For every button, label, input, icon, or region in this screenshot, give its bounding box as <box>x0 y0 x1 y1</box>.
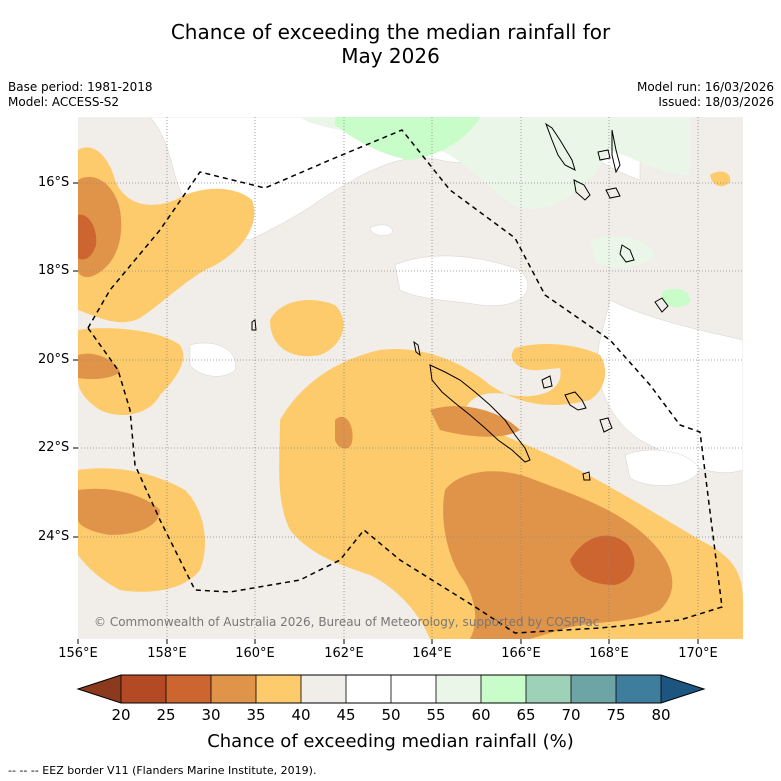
meta-right: Model run: 16/03/2026 Issued: 18/03/2026 <box>637 80 774 110</box>
y-tick-18S: 18°S <box>38 263 70 278</box>
x-tick-168E: 168°E <box>589 646 629 661</box>
colorbar-tick-30: 30 <box>201 706 221 724</box>
green-spot <box>662 288 691 308</box>
model-name: Model: ACCESS-S2 <box>8 95 120 109</box>
coastlines <box>251 122 669 481</box>
colorbar-seg-45-50 <box>346 675 391 703</box>
meta-left: Base period: 1981-2018 Model: ACCESS-S2 <box>8 80 153 110</box>
x-tick-170E: 170°E <box>678 646 718 661</box>
eez-border <box>87 129 723 634</box>
colorbar-tick-25: 25 <box>156 706 176 724</box>
colorbar-tick-45: 45 <box>336 706 356 724</box>
island-south <box>582 471 591 481</box>
loyalty-island-3 <box>541 375 553 389</box>
axis-ticks <box>73 182 699 644</box>
class-55-65 <box>300 117 691 308</box>
colorbar-tick-75: 75 <box>606 706 626 724</box>
green-region-60-65 <box>335 117 480 160</box>
colorbar-tick-20: 20 <box>111 706 131 724</box>
loyalty-island-1 <box>564 391 587 411</box>
colorbar-seg-30-35 <box>211 675 256 703</box>
new-caledonia-outline <box>429 364 531 463</box>
x-tick-164E: 164°E <box>412 646 452 661</box>
rainfall-map <box>78 117 743 639</box>
brown-spot-west <box>78 214 97 260</box>
x-tick-158E: 158°E <box>147 646 187 661</box>
colorbar-tick-65: 65 <box>516 706 536 724</box>
colorbar-tick-35: 35 <box>246 706 266 724</box>
y-tick-16S: 16°S <box>38 175 70 190</box>
white-region-center <box>394 255 528 307</box>
vanuatu-island-6 <box>619 244 635 263</box>
green-region-vanuatu <box>590 236 655 268</box>
colorbar-extend-low <box>78 675 121 703</box>
colorbar-tick-50: 50 <box>381 706 401 724</box>
vanuatu-island-3 <box>611 129 621 174</box>
base-period: Base period: 1981-2018 <box>8 80 153 94</box>
vanuatu-island-2 <box>597 149 611 161</box>
copyright-notice: © Commonwealth of Australia 2026, Bureau… <box>94 615 600 629</box>
orange-spot-east <box>710 171 731 187</box>
issued-date: Issued: 18/03/2026 <box>658 95 774 109</box>
eez-footnote: -- -- -- EEZ border V11 (Flanders Marine… <box>8 764 317 777</box>
x-tick-162E: 162°E <box>324 646 364 661</box>
vanuatu-island-7 <box>654 297 669 313</box>
model-run: Model run: 16/03/2026 <box>636 80 774 94</box>
x-tick-166E: 166°E <box>501 646 541 661</box>
colorbar-seg-35-40 <box>256 675 301 703</box>
colorbar-tick-40: 40 <box>291 706 311 724</box>
colorbar-seg-60-65 <box>481 675 526 703</box>
orange-region-center-north <box>270 300 344 357</box>
colorbar-seg-25-30 <box>166 675 211 703</box>
colorbar-seg-20-25 <box>121 675 166 703</box>
colorbar-seg-70-75 <box>571 675 616 703</box>
green-region-north <box>300 117 690 210</box>
white-region-west <box>189 342 236 377</box>
colorbar <box>76 674 706 704</box>
vanuatu-island-4 <box>573 179 591 201</box>
white-region-southeast <box>624 449 701 486</box>
x-tick-156E: 156°E <box>58 646 98 661</box>
colorbar-seg-50-55 <box>391 675 436 703</box>
dark-orange-region-west-south <box>78 488 160 535</box>
colorbar-extend-high <box>661 675 704 703</box>
map-title-line1: Chance of exceeding the median rainfall … <box>170 20 611 44</box>
colorbar-tick-60: 60 <box>471 706 491 724</box>
colorbar-title: Chance of exceeding median rainfall (%) <box>207 731 574 752</box>
colorbar-seg-55-60 <box>436 675 481 703</box>
y-tick-22S: 22°S <box>38 440 70 455</box>
colorbar-tick-80: 80 <box>651 706 671 724</box>
colorbar-tick-55: 55 <box>426 706 446 724</box>
dark-orange-region-west-mid <box>78 353 120 380</box>
vanuatu-island-5 <box>605 187 621 199</box>
orange-region-west-north <box>78 147 255 323</box>
map-title-line2: May 2026 <box>341 44 440 68</box>
class-25-30 <box>78 214 635 585</box>
y-tick-24S: 24°S <box>38 529 70 544</box>
dark-orange-region-south <box>443 471 673 639</box>
loyalty-island-2 <box>599 417 613 433</box>
brown-region-southeast <box>570 535 635 585</box>
colorbar-tick-70: 70 <box>561 706 581 724</box>
x-tick-160E: 160°E <box>235 646 275 661</box>
colorbar-seg-75-80 <box>616 675 661 703</box>
colorbar-seg-40-45 <box>301 675 346 703</box>
y-tick-20S: 20°S <box>38 352 70 367</box>
colorbar-seg-65-70 <box>526 675 571 703</box>
chesterfield-island <box>413 340 421 357</box>
island-west <box>251 319 257 331</box>
white-spot <box>369 224 393 236</box>
vanuatu-island-1 <box>544 122 576 171</box>
dark-orange-region-newcal <box>430 406 520 437</box>
